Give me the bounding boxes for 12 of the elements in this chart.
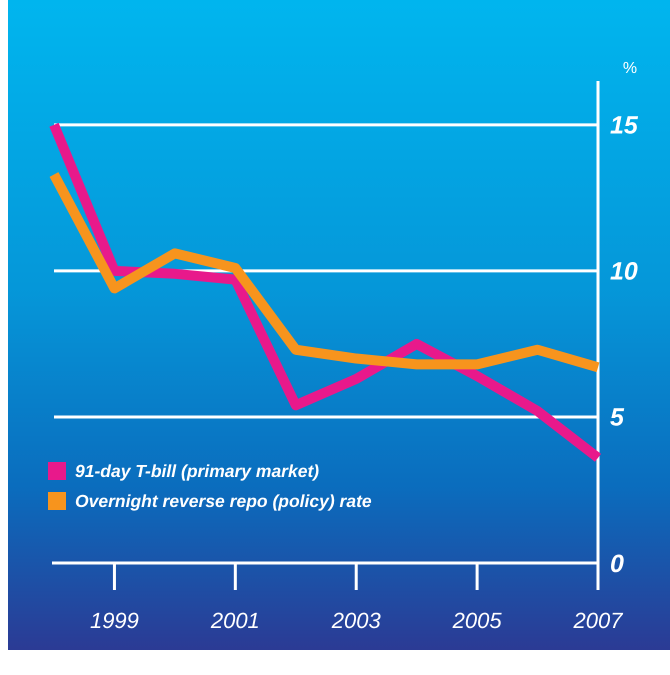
legend-label: Overnight reverse repo (policy) rate — [75, 491, 372, 511]
x-tick-label: 2001 — [210, 608, 260, 633]
x-tick-label: 2007 — [572, 608, 624, 633]
x-tick-label: 1999 — [90, 608, 139, 633]
y-tick-label: 10 — [610, 258, 638, 286]
y-axis-title: % — [622, 60, 638, 77]
x-tick-label: 2005 — [452, 608, 502, 633]
y-tick-label: 0 — [610, 550, 624, 578]
x-tick-label: 2003 — [330, 608, 382, 633]
legend-label: 91-day T-bill (primary market) — [75, 461, 320, 481]
y-tick-label: 5 — [610, 404, 625, 432]
y-tick-label: 15 — [610, 112, 639, 140]
